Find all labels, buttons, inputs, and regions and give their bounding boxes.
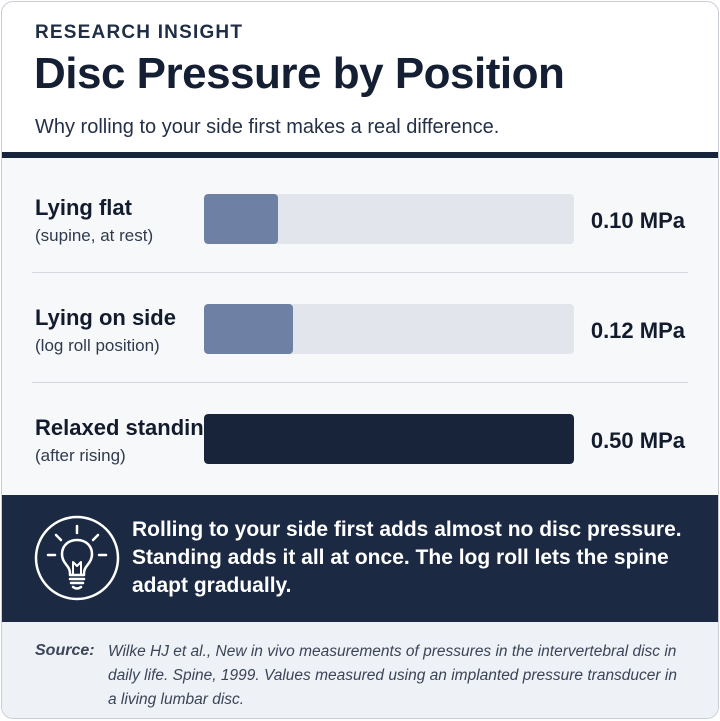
bar-category-sublabel: (after rising) <box>35 446 126 465</box>
row-divider <box>32 382 688 383</box>
callout-text: Rolling to your side first adds almost n… <box>132 518 682 597</box>
bar-row: Lying flat (supine, at rest) 0.10 MPa <box>2 162 718 272</box>
bar-category-label: Relaxed standing <box>35 415 218 440</box>
page-subtitle: Why rolling to your side first makes a r… <box>35 116 500 138</box>
callout-panel: Rolling to your side first adds almost n… <box>2 495 718 622</box>
bar <box>204 194 278 244</box>
bar-track <box>204 304 574 354</box>
bar-category-sublabel: (supine, at rest) <box>35 226 154 245</box>
bar <box>204 304 293 354</box>
bar <box>204 414 574 464</box>
source-citation: Wilke HJ et al., New in vivo measurement… <box>108 643 677 708</box>
header-divider <box>2 152 718 158</box>
row-divider <box>32 272 688 273</box>
bar-value-label: 0.12 MPa <box>590 318 685 343</box>
bar-category-label: Lying flat <box>35 195 132 220</box>
bar-value-label: 0.10 MPa <box>590 208 685 233</box>
bar-track <box>204 414 574 464</box>
bar-category-label: Lying on side <box>35 305 176 330</box>
bar-value-label: 0.50 MPa <box>590 428 685 453</box>
bar-category-sublabel: (log roll position) <box>35 336 160 355</box>
source-footer: Source: Wilke HJ et al., New in vivo mea… <box>2 622 718 718</box>
header: RESEARCH INSIGHT Disc Pressure by Positi… <box>2 2 718 152</box>
bar-track <box>204 194 574 244</box>
source-label: Source: <box>35 642 95 659</box>
bar-row: Lying on side (log roll position) 0.12 MPa <box>2 272 718 382</box>
page-title: Disc Pressure by Position <box>34 49 565 98</box>
lightbulb-icon <box>34 515 120 601</box>
eyebrow-label: RESEARCH INSIGHT <box>35 22 244 43</box>
bar-row: Relaxed standing (after rising) 0.50 MPa <box>2 382 718 492</box>
bar-chart: Lying flat (supine, at rest) 0.10 MPa Lying… <box>2 158 718 495</box>
